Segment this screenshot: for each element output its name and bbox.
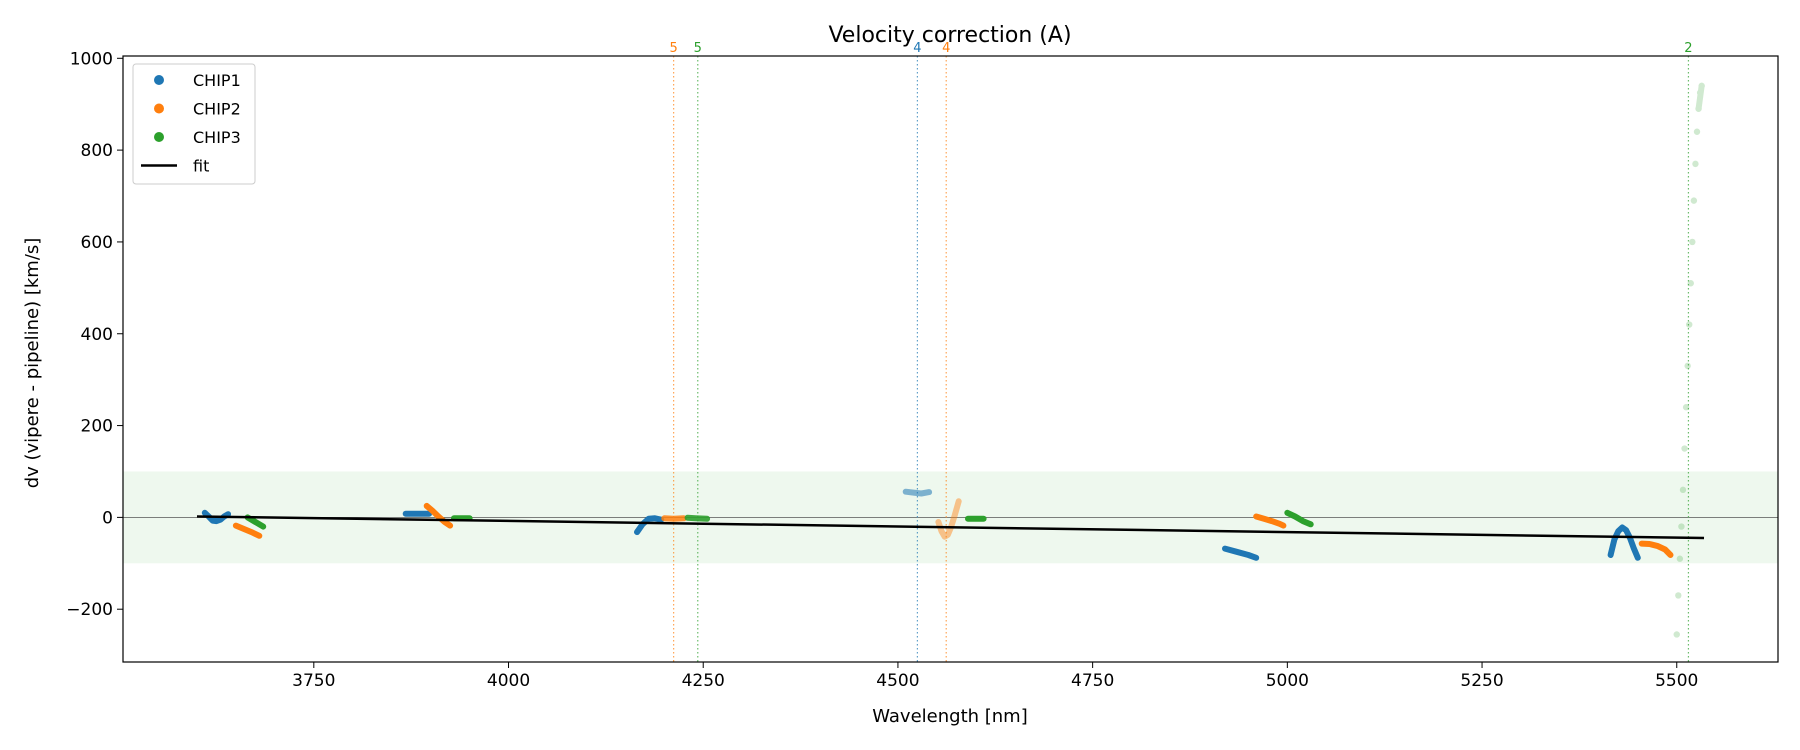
legend: CHIP1 CHIP2 CHIP3 fit	[132, 63, 256, 185]
chip3-segment-2	[684, 514, 711, 522]
x-tick-label-2: 4250	[682, 671, 725, 691]
legend-box	[132, 63, 256, 185]
axes-frame	[122, 55, 1779, 663]
chip3-point-5-9	[1687, 280, 1694, 287]
chip3-segment-4	[1284, 509, 1314, 528]
x-tick-label-6: 5250	[1460, 671, 1503, 691]
chip3-point-5-14	[1695, 105, 1702, 112]
y-tick-label-3: 400	[81, 325, 113, 345]
chip3-point-5-16	[1698, 82, 1705, 90]
chip2-segment-1	[423, 502, 454, 529]
chip3-point-5-15	[1696, 89, 1704, 96]
chip2-segment-5	[1638, 540, 1674, 558]
legend-marker-chip3	[154, 132, 164, 142]
y-tick-label-0: −200	[66, 600, 113, 620]
x-tick-label-5: 5000	[1266, 671, 1309, 691]
chip3-point-5-2	[1676, 555, 1684, 562]
chip2-segment-2	[661, 515, 687, 522]
y-tick-label-1: 0	[102, 508, 113, 528]
marker-label-4: 2	[1684, 41, 1692, 56]
y-tick-label-5: 800	[81, 141, 113, 161]
y-tick-label-4: 600	[81, 233, 113, 253]
chip3-point-5-0	[1673, 631, 1680, 638]
x-tick-label-3: 4500	[876, 671, 919, 691]
chip3-cluster-5	[1695, 82, 1705, 112]
legend-label-chip3: CHIP3	[193, 128, 241, 147]
marker-label-3: 4	[942, 41, 950, 56]
chip3-point-5-8	[1686, 321, 1693, 328]
chip2-segment-3	[935, 498, 962, 540]
chip2-segment-0	[232, 522, 263, 539]
chip3-point-5-6	[1682, 404, 1690, 411]
fit-line	[196, 515, 1705, 540]
legend-label-chip1: CHIP1	[193, 71, 241, 90]
x-tick-label-0: 3750	[292, 671, 335, 691]
chip1-segment-4	[1222, 545, 1260, 561]
chip3-point-5-10	[1689, 238, 1696, 246]
chip3-point-5-13	[1693, 128, 1701, 135]
chip1-segment-2	[634, 515, 665, 536]
chart-title: Velocity correction (A)	[828, 23, 1071, 48]
chip1-segment-3	[902, 488, 933, 497]
marker-label-1: 5	[694, 41, 702, 56]
chip1-segment-5	[1607, 524, 1641, 561]
plot-content	[123, 56, 1778, 662]
x-tick-label-7: 5500	[1655, 671, 1698, 691]
x-tick-label-4: 4750	[1071, 671, 1114, 691]
x-axis-label: Wavelength [nm]	[872, 706, 1028, 727]
y-tick-label-6: 1000	[70, 49, 113, 69]
chip3-point-5-1	[1675, 592, 1682, 599]
chip3-point-5-12	[1692, 160, 1699, 168]
x-tick-label-1: 4000	[487, 671, 530, 691]
legend-label-fit: fit	[193, 157, 209, 176]
chip3-segment-0	[244, 514, 267, 530]
chip2-segment-4	[1253, 513, 1287, 529]
chip3-point-5-4	[1679, 486, 1687, 494]
marker-label-2: 4	[913, 41, 921, 56]
chip3-point-5-5	[1681, 445, 1688, 452]
chip3-point-5-3	[1678, 523, 1685, 530]
chip3-point-5-11	[1690, 197, 1698, 204]
y-axis-label: dv (vipere - pipeline) [km/s]	[22, 238, 43, 489]
legend-marker-chip1	[154, 75, 164, 85]
marker-label-0: 5	[669, 41, 677, 56]
chip3-point-5-7	[1684, 362, 1691, 370]
y-tick-label-2: 200	[81, 417, 113, 437]
chip3-segment-5	[1673, 82, 1705, 638]
legend-label-chip2: CHIP2	[193, 100, 241, 119]
legend-marker-chip2	[154, 103, 164, 114]
